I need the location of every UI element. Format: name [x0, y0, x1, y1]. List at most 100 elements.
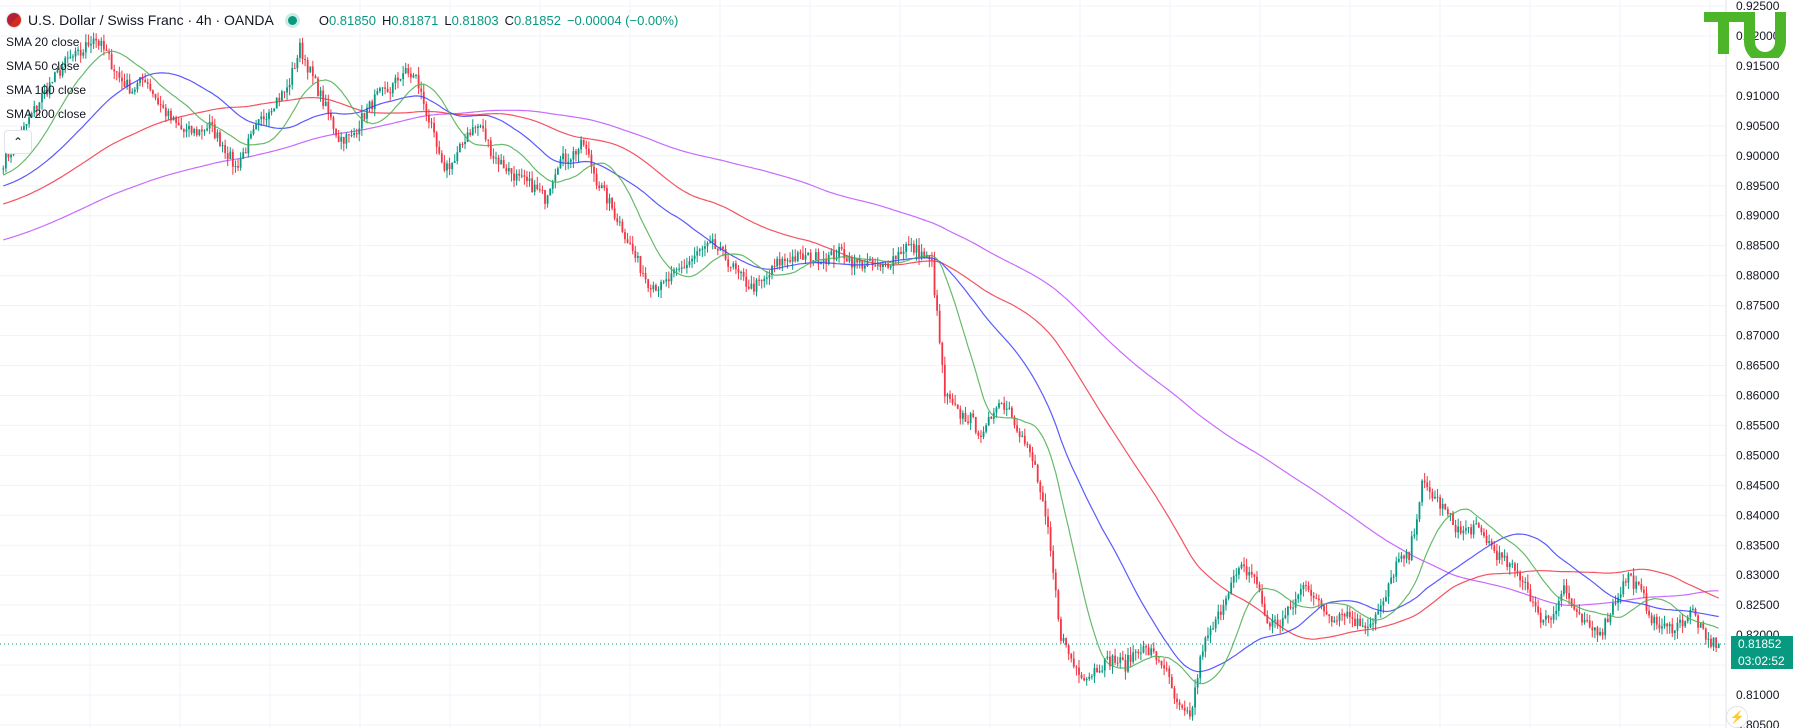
- candle-body: [1178, 702, 1181, 706]
- chart-grid: [0, 0, 1726, 728]
- candle-body: [1034, 461, 1037, 465]
- lightning-icon[interactable]: ⚡: [1726, 706, 1748, 728]
- candle-body: [1537, 606, 1540, 613]
- candle-body: [417, 74, 420, 89]
- candle-body: [1209, 628, 1212, 636]
- candle-body: [587, 148, 590, 155]
- candle-body: [144, 80, 147, 83]
- candle-body: [1054, 572, 1057, 591]
- indicator-sma100[interactable]: SMA 100 close: [6, 83, 87, 97]
- candle-body: [704, 246, 706, 249]
- candle-body: [1586, 619, 1589, 621]
- candle-body: [479, 125, 482, 127]
- candle-body: [2, 168, 5, 170]
- candle-body: [23, 126, 25, 131]
- candle-body: [128, 79, 131, 94]
- candle-body: [1511, 563, 1514, 565]
- indicator-sma50[interactable]: SMA 50 close: [6, 59, 80, 73]
- candle-body: [206, 128, 208, 131]
- candle-body: [1578, 611, 1581, 614]
- candle-body: [562, 153, 564, 160]
- candle-body: [368, 101, 371, 108]
- candle-body: [1689, 609, 1692, 618]
- candle-body: [1712, 637, 1715, 647]
- candle-body: [1287, 606, 1289, 616]
- candle-body: [190, 126, 193, 134]
- candle-body: [1542, 619, 1545, 623]
- candle-body: [1114, 655, 1116, 663]
- candle-body: [941, 342, 944, 365]
- indicator-sma20[interactable]: SMA 20 close: [6, 35, 80, 49]
- candle-body: [1062, 638, 1065, 641]
- candle-body: [755, 279, 758, 292]
- candle-body: [1493, 545, 1496, 551]
- candle-body: [1336, 620, 1338, 622]
- candle-body: [25, 124, 28, 127]
- candle-body: [556, 168, 559, 175]
- candle-body: [474, 127, 477, 129]
- candle-body: [260, 116, 263, 120]
- candle-body: [1663, 623, 1666, 627]
- symbol-row[interactable]: U.S. Dollar / Swiss Franc · 4h · OANDA O…: [6, 10, 678, 30]
- candle-body: [882, 264, 884, 267]
- candle-body: [531, 178, 534, 193]
- market-open-icon: [287, 15, 297, 25]
- candle-body: [1356, 618, 1359, 627]
- candle-body: [1519, 572, 1521, 581]
- candle-body: [1111, 655, 1114, 667]
- candle-body: [219, 132, 221, 146]
- candle-body: [1096, 668, 1098, 673]
- candle-body: [66, 57, 69, 59]
- tradingview-logo[interactable]: [1704, 8, 1790, 58]
- candle-body: [262, 116, 265, 120]
- candle-body: [371, 101, 374, 110]
- candle-body: [1475, 523, 1478, 525]
- candle-body: [162, 105, 165, 108]
- candle-body: [1650, 615, 1653, 624]
- candle-body: [526, 176, 528, 181]
- candle-body: [1266, 615, 1269, 624]
- candle-body: [794, 256, 797, 262]
- candle-body: [536, 184, 539, 190]
- candle-body: [822, 259, 825, 263]
- candle-body: [1485, 535, 1488, 543]
- candle-body: [1023, 435, 1026, 444]
- candle-body: [611, 198, 613, 209]
- candle-body: [317, 78, 319, 97]
- candle-body: [1150, 648, 1153, 656]
- candle-body: [900, 251, 902, 254]
- candle-body: [582, 139, 585, 145]
- candle-body: [412, 75, 415, 78]
- price-axis[interactable]: 0.925000.920000.915000.910000.905000.900…: [1725, 0, 1780, 728]
- candle-body: [464, 141, 466, 145]
- candle-body: [1039, 482, 1042, 493]
- candle-body: [1018, 431, 1021, 437]
- candle-body: [1575, 609, 1578, 612]
- candle-body: [1441, 503, 1444, 509]
- candle-body: [667, 279, 670, 282]
- candle-body: [786, 260, 789, 262]
- candle-body: [1227, 593, 1230, 599]
- candle-body: [1093, 668, 1096, 677]
- symbol-title[interactable]: U.S. Dollar / Swiss Franc · 4h · OANDA: [28, 12, 274, 28]
- collapse-legend-button[interactable]: ⌃: [4, 130, 32, 154]
- candle-body: [709, 242, 711, 244]
- candle-body: [1145, 646, 1147, 648]
- candle-body: [384, 87, 386, 89]
- indicator-sma200[interactable]: SMA 200 close: [6, 107, 87, 121]
- price-tick-label: 0.91500: [1736, 59, 1780, 73]
- candle-body: [1279, 625, 1282, 627]
- candle-body: [1026, 443, 1029, 446]
- candle-body: [92, 38, 95, 45]
- candle-body: [1212, 628, 1215, 630]
- candle-body: [224, 145, 227, 154]
- candle-body: [1418, 502, 1421, 520]
- candle-body: [43, 89, 46, 94]
- candle-body: [814, 252, 817, 261]
- candle-body: [1250, 571, 1253, 575]
- candle-body: [727, 259, 730, 267]
- candle-body: [1560, 594, 1563, 601]
- candle-body: [505, 168, 508, 172]
- candle-body: [502, 160, 505, 169]
